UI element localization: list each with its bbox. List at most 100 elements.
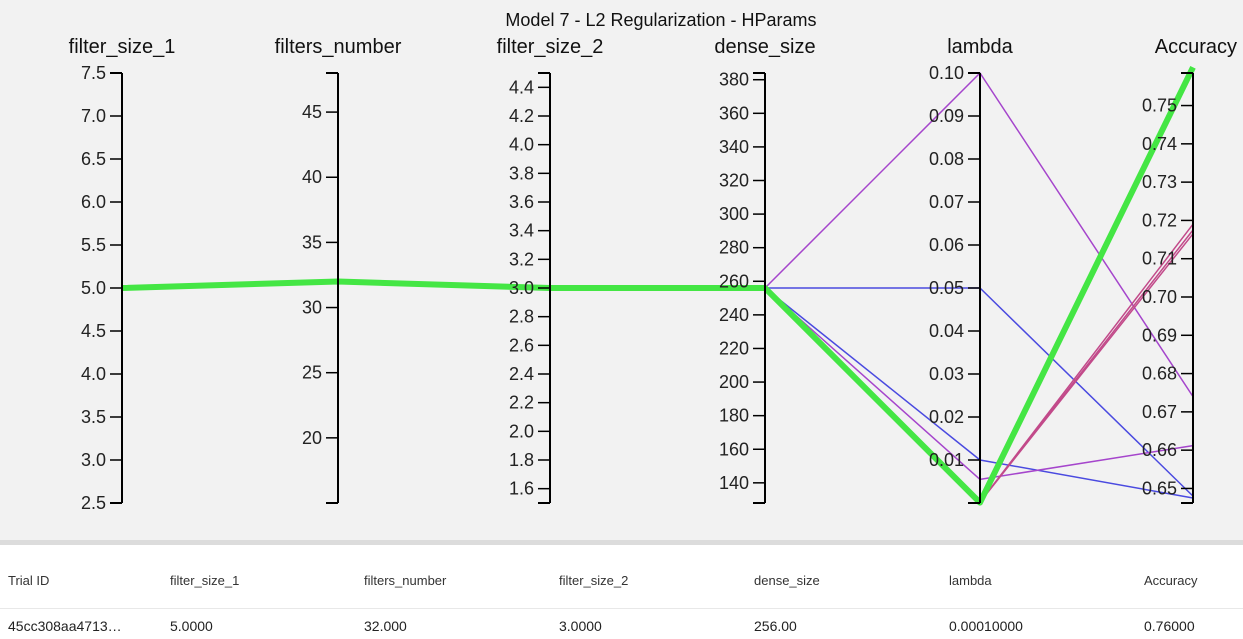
tick-label: 40 xyxy=(302,167,322,187)
trial-line-5[interactable] xyxy=(121,223,1194,503)
column-header-dense-size[interactable]: dense_size xyxy=(754,573,820,588)
tick-label: 4.2 xyxy=(509,106,534,126)
tick-label: 2.4 xyxy=(509,364,534,384)
tick-label: 3.0 xyxy=(509,278,534,298)
trial-line-6[interactable] xyxy=(121,229,1194,503)
tick-label: 5.0 xyxy=(81,278,106,298)
table-cell: 0.76000 xyxy=(1144,618,1195,634)
table-cell: 256.00 xyxy=(754,618,797,634)
tick-label: 380 xyxy=(719,70,749,90)
table-cell: 32.000 xyxy=(364,618,407,634)
tick-label: 0.69 xyxy=(1142,325,1177,345)
tick-label: 2.5 xyxy=(81,493,106,513)
tick-label: 4.5 xyxy=(81,321,106,341)
column-header-filters-number[interactable]: filters_number xyxy=(364,573,447,588)
tick-label: 0.75 xyxy=(1142,96,1177,116)
axis-title-filters_number: filters_number xyxy=(275,36,402,58)
tick-label: 240 xyxy=(719,305,749,325)
axis-title-filter_size_1: filter_size_1 xyxy=(69,36,176,58)
parallel-coordinates-plot: Model 7 - L2 Regularization - HParams fi… xyxy=(0,0,1243,540)
tick-label: 300 xyxy=(719,204,749,224)
tick-label: 360 xyxy=(719,103,749,123)
axis-title-filter_size_2: filter_size_2 xyxy=(497,36,604,58)
tick-label: 4.0 xyxy=(81,364,106,384)
axis-Accuracy[interactable]: Accuracy 0.75 0.74 0.73 0.72 0.71 0.70 0.69 0.68… xyxy=(1142,36,1237,504)
tick-label: 0.05 xyxy=(929,278,964,298)
tick-label: 7.5 xyxy=(81,63,106,83)
tick-label: 2.6 xyxy=(509,335,534,355)
tick-label: 0.70 xyxy=(1142,287,1177,307)
tick-label: 1.8 xyxy=(509,450,534,470)
column-header-filter-size-2[interactable]: filter_size_2 xyxy=(559,573,629,588)
tick-label: 4.0 xyxy=(509,135,534,155)
divider xyxy=(0,540,1243,545)
axis-dense_size[interactable]: dense_size 380 360 340 320 300 280 260 240 220 200… xyxy=(714,36,816,504)
parallel-coordinates-svg: Model 7 - L2 Regularization - HParams fi… xyxy=(69,10,1237,513)
table-cell: 3.0000 xyxy=(559,618,602,634)
tick-label: 3.4 xyxy=(509,221,534,241)
tick-label: 3.6 xyxy=(509,192,534,212)
trial-lines xyxy=(121,65,1196,506)
tick-label: 180 xyxy=(719,406,749,426)
tick-label: 0.03 xyxy=(929,364,964,384)
tick-label: 20 xyxy=(302,428,322,448)
column-header-lambda[interactable]: lambda xyxy=(949,573,992,588)
tick-label: 340 xyxy=(719,137,749,157)
tick-label: 280 xyxy=(719,238,749,258)
axis-lambda[interactable]: lambda 0.10 0.09 0.08 0.07 0.06 0.05 0.04 0.03 0.… xyxy=(929,36,1014,504)
column-header-trial-id[interactable]: Trial ID xyxy=(8,573,50,588)
row-separator xyxy=(0,608,1243,609)
axis-title-dense_size: dense_size xyxy=(714,36,815,58)
tick-label: 160 xyxy=(719,439,749,459)
column-header-filter-size-1[interactable]: filter_size_1 xyxy=(170,573,240,588)
tick-label: 0.66 xyxy=(1142,440,1177,460)
tick-label: 140 xyxy=(719,473,749,493)
results-table: Trial ID filter_size_1 filters_number filte… xyxy=(0,553,1243,639)
axis-title-Accuracy: Accuracy xyxy=(1155,36,1237,58)
tick-label: 260 xyxy=(719,271,749,291)
trial-line-1[interactable] xyxy=(121,72,1194,398)
tick-label: 0.09 xyxy=(929,106,964,126)
column-header-accuracy[interactable]: Accuracy xyxy=(1144,573,1198,588)
axis-filters_number[interactable]: filters_number 45 40 35 30 25 20 xyxy=(275,36,402,504)
tick-label: 220 xyxy=(719,338,749,358)
tick-label: 5.5 xyxy=(81,235,106,255)
tick-label: 7.0 xyxy=(81,106,106,126)
tick-label: 0.01 xyxy=(929,450,964,470)
trial-line-4[interactable] xyxy=(121,280,1194,481)
tick-label: 0.67 xyxy=(1142,402,1177,422)
tick-label: 320 xyxy=(719,171,749,191)
tick-label: 0.73 xyxy=(1142,172,1177,192)
axis-filter_size_2[interactable]: filter_size_2 4.4 4.2 4.0 3.8 3.6 3.4 3.2 3.0 2.8… xyxy=(497,36,604,504)
tick-label: 6.0 xyxy=(81,192,106,212)
tick-label: 0.06 xyxy=(929,235,964,255)
tick-label: 35 xyxy=(302,232,322,252)
tick-label: 0.07 xyxy=(929,192,964,212)
tick-label: 200 xyxy=(719,372,749,392)
axes: filter_size_1 7.5 7.0 6.5 6.0 5.5 5.0 4.5 4.0 3.5… xyxy=(69,36,1237,513)
trial-line-7[interactable] xyxy=(121,233,1194,503)
tick-label: 1.6 xyxy=(509,479,534,499)
tick-label: 0.68 xyxy=(1142,364,1177,384)
tick-label: 25 xyxy=(302,363,322,383)
tick-label: 0.08 xyxy=(929,149,964,169)
table-cell: 45cc308aa4713… xyxy=(8,618,122,634)
tick-label: 2.8 xyxy=(509,307,534,327)
axis-title-lambda: lambda xyxy=(947,36,1013,58)
tick-label: 0.04 xyxy=(929,321,964,341)
tick-label: 45 xyxy=(302,102,322,122)
table-cell: 5.0000 xyxy=(170,618,213,634)
tick-label: 3.5 xyxy=(81,407,106,427)
trial-line-8[interactable] xyxy=(121,65,1196,506)
tick-label: 3.2 xyxy=(509,249,534,269)
tick-label: 30 xyxy=(302,298,322,318)
axis-filter_size_1[interactable]: filter_size_1 7.5 7.0 6.5 6.0 5.5 5.0 4.5 4.0 3.5… xyxy=(69,36,176,513)
tick-label: 3.0 xyxy=(81,450,106,470)
tick-label: 0.10 xyxy=(929,63,964,83)
tick-label: 0.74 xyxy=(1142,134,1177,154)
tick-label: 2.0 xyxy=(509,421,534,441)
table-cell: 0.00010000 xyxy=(949,618,1023,634)
tick-label: 4.4 xyxy=(509,77,534,97)
tick-label: 6.5 xyxy=(81,149,106,169)
tick-label: 0.65 xyxy=(1142,478,1177,498)
